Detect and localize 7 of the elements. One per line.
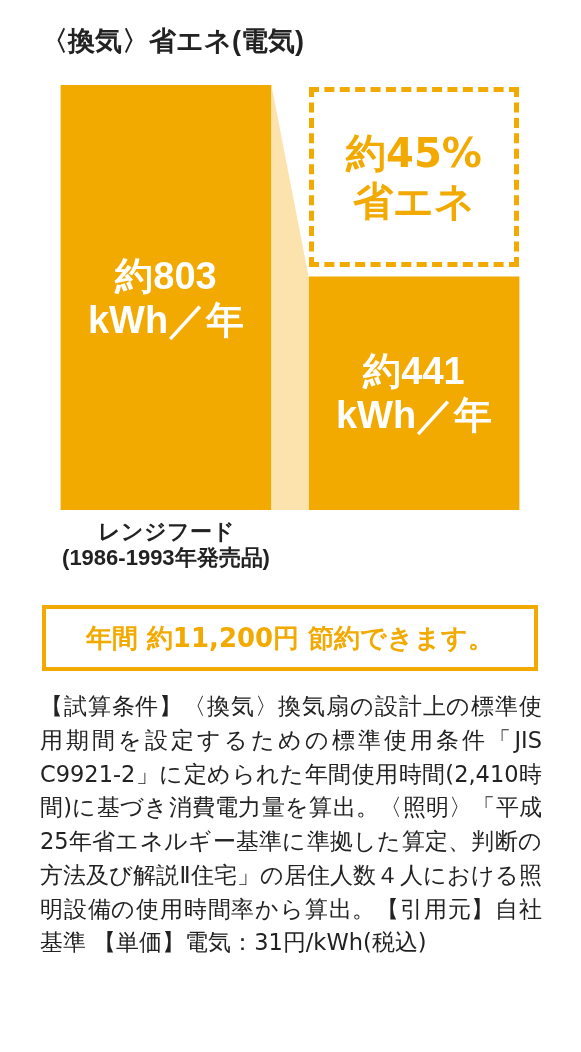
data-label: 約441 kWh／年 [335, 350, 493, 437]
text: 年間 約11,200円 節約できます。 [42, 605, 538, 671]
text: 【試算条件】〈換気〉換気扇の設計上の標準使用期間を設定するための標準使用条件「JIS C9921-2」に定められた年間使用時間(2,410時間)に基づき消費電力量を算出。〈照明〉「平成25年省エネルギー基準に準拠した算定、判断の方法及び解説Ⅱ住宅」の居住人数４人における照明設備の使用時間率から算出。【引用元】自社基準 【単価】電気：31円/kWh(税込) [40, 692, 542, 958]
annotation: 約45% 省エネ [308, 87, 520, 267]
data-label: 約803 kWh／年 [87, 254, 245, 341]
chart-title: 〈換気〉省エネ(電気) [41, 25, 304, 56]
x-tick-label: レンジフード (1986-1993年発売品) [62, 518, 270, 570]
